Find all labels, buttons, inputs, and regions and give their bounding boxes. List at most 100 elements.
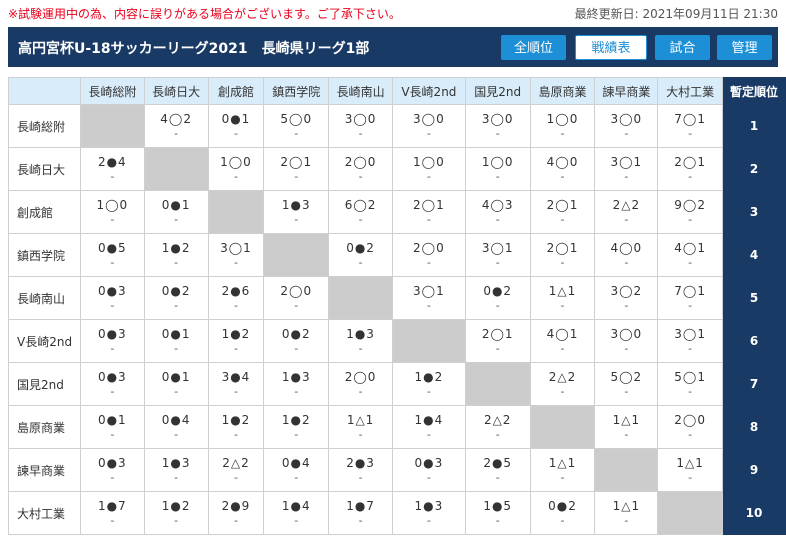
result-cell[interactable]: 1◯0- [529,104,596,148]
result-cell[interactable]: 4◯2- [143,104,209,148]
result-cell[interactable]: 2●9- [207,491,265,535]
result-cell[interactable]: 2●5- [464,448,531,492]
result-cell[interactable]: 2●4- [79,147,145,191]
result-cell[interactable]: 1◯0- [391,147,466,191]
result-cell[interactable]: 0●3- [79,276,145,320]
result-cell[interactable]: 0●1- [143,319,209,363]
result-cell[interactable]: 0●3- [79,319,145,363]
result-cell[interactable]: 2●6- [207,276,265,320]
result-cell[interactable]: 0●3- [391,448,466,492]
result-cell[interactable]: 1△1- [529,276,596,320]
result-cell[interactable]: 1△1- [657,448,724,492]
result-cell[interactable]: 2◯1- [657,147,724,191]
standings-button[interactable]: 全順位 [501,35,566,60]
result-cell[interactable]: 0●1- [143,190,209,234]
result-cell[interactable]: 3●4- [207,362,265,406]
result-cell[interactable]: 2△2- [529,362,596,406]
result-cell[interactable]: 1△1- [594,491,659,535]
result-cell[interactable]: 2◯1- [263,147,330,191]
result-cell[interactable]: 2◯1- [391,190,466,234]
result-cell[interactable]: 1●4- [263,491,330,535]
result-cell[interactable]: 0●5- [79,233,145,277]
result-cell[interactable]: 2△2- [464,405,531,449]
result-cell[interactable]: 0●3- [79,448,145,492]
result-cell[interactable]: 0●2- [143,276,209,320]
result-cell[interactable]: 0●4- [143,405,209,449]
result-cell[interactable]: 1●2- [391,362,466,406]
result-cell[interactable]: 7◯1- [657,104,724,148]
match-subline: - [688,385,693,398]
result-cell[interactable]: 4◯1- [529,319,596,363]
result-cell[interactable]: 1●3- [328,319,393,363]
result-cell[interactable]: 1●7- [79,491,145,535]
result-cell[interactable]: 6◯2- [328,190,393,234]
result-cell[interactable]: 1●4- [391,405,466,449]
result-cell[interactable]: 2◯0- [391,233,466,277]
match-subline: - [560,170,565,183]
result-cell[interactable]: 1△1- [594,405,659,449]
result-cell[interactable]: 0●1- [79,405,145,449]
result-cell[interactable]: 3◯1- [657,319,724,363]
result-cell[interactable]: 4◯0- [529,147,596,191]
match-score: 5◯2 [610,370,643,384]
result-cell[interactable]: 2◯0- [328,362,393,406]
result-cell[interactable]: 2△2- [594,190,659,234]
result-cell[interactable]: 1◯0- [79,190,145,234]
result-cell[interactable]: 3◯0- [594,104,659,148]
result-cell[interactable]: 1●3- [391,491,466,535]
match-score: 4◯1 [674,241,706,255]
result-cell[interactable]: 1●3- [143,448,209,492]
result-cell[interactable]: 0●3- [79,362,145,406]
result-cell[interactable]: 1●2- [207,319,265,363]
result-cell[interactable]: 2◯1- [464,319,531,363]
matches-button[interactable]: 試合 [655,35,710,60]
match-score: 5◯1 [674,370,706,384]
result-cell[interactable]: 3◯0- [391,104,466,148]
result-cell[interactable]: 2△2- [207,448,265,492]
match-subline: - [495,428,500,441]
result-cell[interactable]: 4◯1- [657,233,724,277]
result-cell[interactable]: 3◯1- [594,147,659,191]
result-cell[interactable]: 2◯1- [529,233,596,277]
result-cell[interactable]: 1●2- [143,233,209,277]
result-cell[interactable]: 3◯1- [391,276,466,320]
result-cell[interactable]: 3◯0- [464,104,531,148]
result-cell[interactable]: 2◯0- [328,147,393,191]
result-cell[interactable]: 1●2- [207,405,265,449]
result-cell[interactable]: 1●3- [263,190,330,234]
result-cell[interactable]: 3◯2- [594,276,659,320]
result-cell[interactable]: 3◯1- [207,233,265,277]
result-cell[interactable]: 0●2- [328,233,393,277]
result-cell[interactable]: 1●2- [143,491,209,535]
results-table-button[interactable]: 戦績表 [575,35,647,60]
result-cell[interactable]: 2●3- [328,448,393,492]
result-cell[interactable]: 1●7- [328,491,393,535]
result-cell[interactable]: 0●2- [464,276,531,320]
result-cell[interactable]: 3◯1- [464,233,531,277]
result-cell[interactable]: 1◯0- [464,147,531,191]
result-cell[interactable]: 9◯2- [657,190,724,234]
result-cell[interactable]: 3◯0- [594,319,659,363]
result-cell[interactable]: 1◯0- [207,147,265,191]
result-cell[interactable]: 4◯3- [464,190,531,234]
result-cell[interactable]: 7◯1- [657,276,724,320]
admin-button[interactable]: 管理 [717,35,772,60]
result-cell[interactable]: 2◯0- [657,405,724,449]
result-cell[interactable]: 2◯1- [529,190,596,234]
result-cell[interactable]: 1△1- [529,448,596,492]
result-cell[interactable]: 5◯0- [263,104,330,148]
result-cell[interactable]: 3◯0- [328,104,393,148]
result-cell[interactable]: 5◯2- [594,362,659,406]
result-cell[interactable]: 0●2- [263,319,330,363]
result-cell[interactable]: 1●3- [263,362,330,406]
result-cell[interactable]: 1△1- [328,405,393,449]
result-cell[interactable]: 4◯0- [594,233,659,277]
result-cell[interactable]: 0●1- [143,362,209,406]
result-cell[interactable]: 0●4- [263,448,330,492]
result-cell[interactable]: 5◯1- [657,362,724,406]
result-cell[interactable]: 0●1- [207,104,265,148]
result-cell[interactable]: 2◯0- [263,276,330,320]
result-cell[interactable]: 1●5- [464,491,531,535]
result-cell[interactable]: 0●2- [529,491,596,535]
result-cell[interactable]: 1●2- [263,405,330,449]
